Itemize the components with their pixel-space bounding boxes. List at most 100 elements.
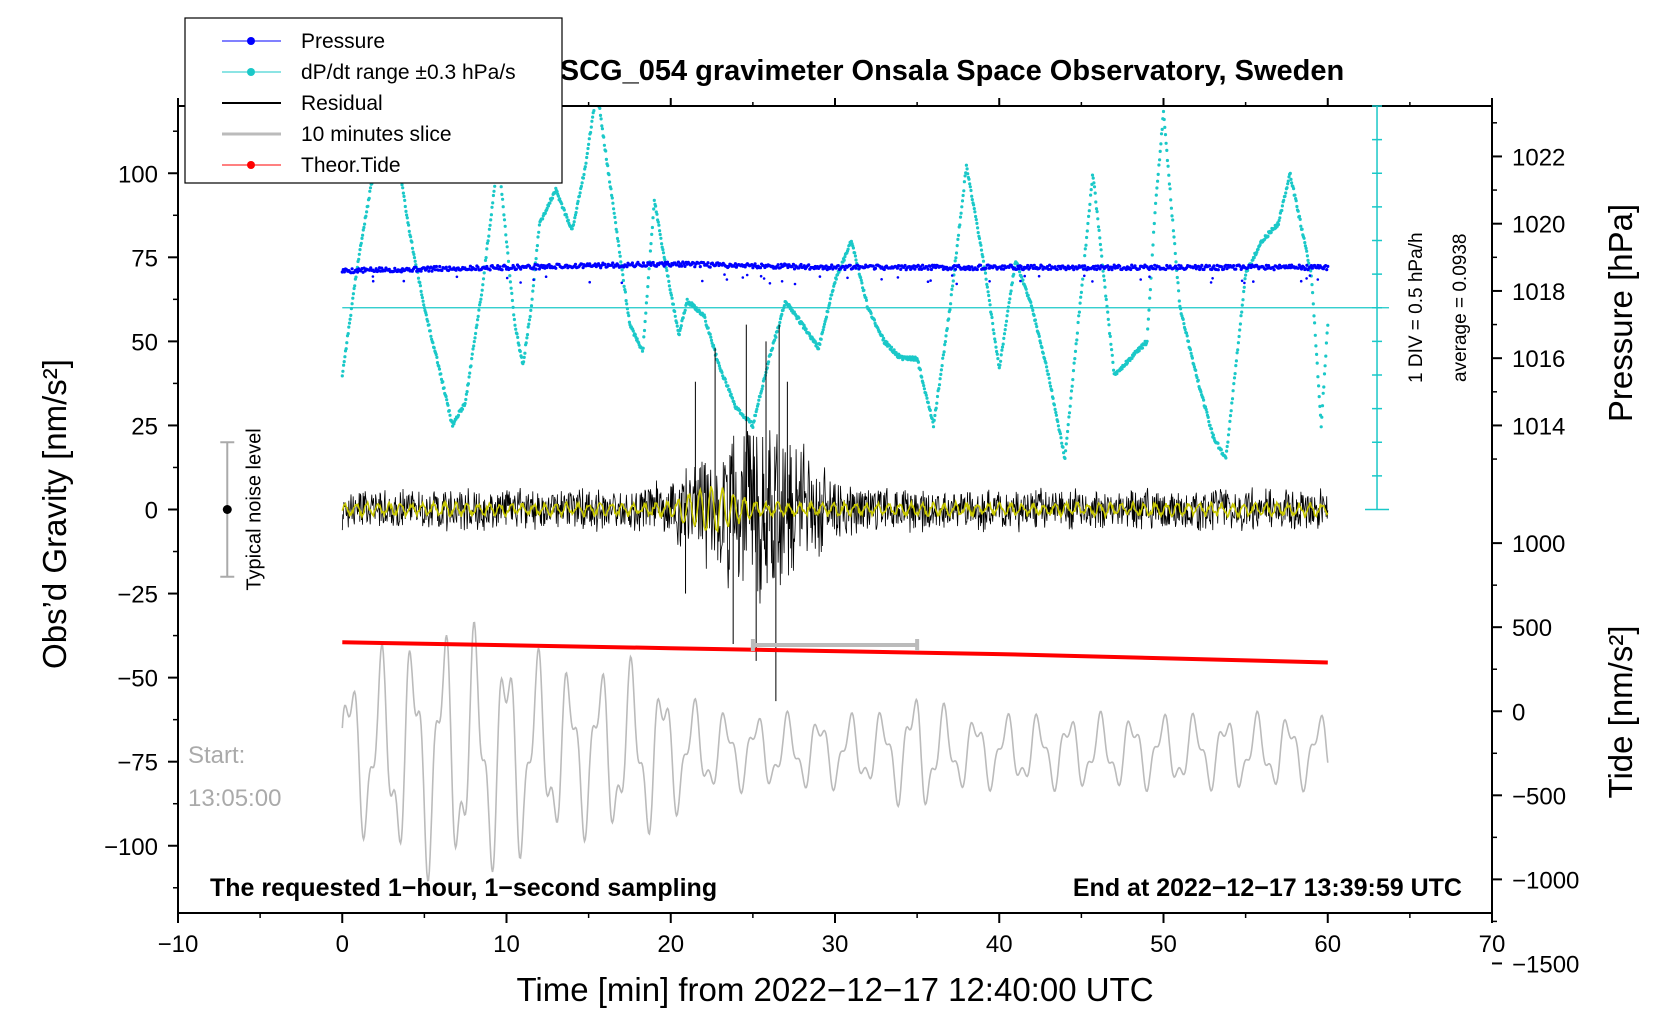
pressure-point: [926, 280, 930, 284]
dpdt-point: [1154, 193, 1158, 197]
dpdt-point: [1313, 321, 1317, 325]
dpdt-point: [774, 335, 778, 339]
dpdt-point: [1089, 193, 1093, 197]
bottom-right-note: End at 2022−12−17 13:39:59 UTC: [1073, 874, 1462, 902]
dpdt-point: [615, 230, 619, 234]
dpdt-point: [1072, 361, 1076, 365]
dpdt-point: [692, 304, 697, 308]
pressure-point: [762, 277, 766, 280]
dpdt-point: [573, 216, 577, 220]
pressure-point: [474, 267, 478, 272]
dpdt-point: [1002, 332, 1007, 336]
dpdt-point: [1242, 285, 1246, 289]
dpdt-point: [948, 308, 952, 312]
dpdt-point: [470, 357, 474, 361]
dpdt-point: [938, 377, 942, 381]
x-tick-label: 50: [1150, 931, 1177, 958]
dpdt-point: [545, 206, 549, 210]
dpdt-point: [931, 425, 936, 429]
dpdt-point: [402, 194, 406, 198]
dpdt-point: [587, 142, 591, 146]
dpdt-point: [1170, 214, 1174, 218]
dpdt-point: [720, 370, 724, 375]
dpdt-point: [579, 184, 584, 188]
dpdt-point: [1104, 297, 1108, 302]
pressure-point: [988, 280, 991, 283]
dpdt-point: [1047, 376, 1051, 380]
pressure-point: [1200, 263, 1204, 267]
dpdt-point: [819, 337, 823, 341]
dpdt-point: [621, 278, 626, 283]
dpdt-point: [1056, 424, 1060, 428]
slice-line: [341, 621, 1329, 882]
pressure-point: [701, 279, 704, 283]
pressure-point: [603, 262, 607, 266]
dpdt-point: [681, 316, 685, 320]
dpdt-point: [503, 224, 507, 228]
dpdt-point: [501, 197, 505, 201]
tide-tick-label: 1000: [1512, 531, 1565, 558]
dpdt-point: [849, 239, 854, 243]
dpdt-point: [1088, 202, 1092, 206]
pressure-point: [498, 265, 502, 269]
tide-tick-label: −1000: [1512, 867, 1579, 894]
dpdt-point: [1294, 199, 1298, 203]
dpdt-point: [1044, 361, 1048, 365]
dpdt-point: [1003, 328, 1007, 332]
dpdt-point: [410, 240, 414, 244]
dpdt-point: [527, 318, 532, 322]
dpdt-point: [933, 413, 937, 418]
dpdt-point: [1282, 198, 1286, 202]
pressure-point: [1219, 265, 1224, 269]
dpdt-point: [924, 393, 928, 397]
dpdt-point: [489, 218, 493, 222]
dpdt-point: [410, 246, 415, 250]
dpdt-point: [778, 320, 782, 325]
dpdt-point: [759, 389, 764, 393]
x-tick-label: −10: [158, 931, 199, 958]
dpdt-point: [1099, 248, 1103, 252]
pressure-point: [1129, 267, 1133, 272]
dpdt-point: [706, 326, 710, 330]
pressure-point: [968, 267, 972, 272]
dpdt-point: [1004, 323, 1008, 327]
dpdt-point: [969, 188, 973, 193]
dpdt-point: [951, 284, 955, 288]
pressure-point: [1002, 267, 1006, 271]
dpdt-point: [1154, 201, 1158, 205]
dpdt-point: [1111, 360, 1115, 364]
dpdt-point: [585, 155, 589, 160]
dpdt-point: [510, 298, 514, 303]
dpdt-point: [642, 328, 647, 333]
pressure-point: [532, 265, 536, 269]
dpdt-point: [1081, 277, 1085, 281]
dpdt-point: [1029, 300, 1033, 304]
dpdt-point: [1305, 249, 1309, 253]
dpdt-point: [416, 276, 421, 280]
dpdt-point: [1286, 182, 1290, 186]
dpdt-point: [660, 245, 664, 249]
dpdt-point: [984, 277, 988, 281]
dpdt-point: [1071, 378, 1075, 382]
dpdt-point: [1236, 348, 1240, 352]
dpdt-point: [1303, 241, 1307, 245]
dpdt-point: [1266, 234, 1270, 238]
dpdt-point: [359, 241, 363, 245]
dpdt-point: [1096, 217, 1100, 221]
dpdt-point: [578, 191, 582, 195]
dpdt-point: [934, 406, 938, 410]
dpdt-point: [477, 308, 481, 312]
dpdt-point: [1159, 132, 1164, 136]
dpdt-scale-label: 1 DIV = 0.5 hPa/h: [1406, 232, 1427, 383]
dpdt-point: [961, 193, 965, 198]
dpdt-point: [1202, 398, 1206, 402]
dpdt-point: [1165, 148, 1169, 152]
dpdt-point: [573, 213, 578, 217]
dpdt-point: [990, 315, 994, 320]
pressure-point: [702, 261, 706, 265]
dpdt-point: [412, 256, 417, 260]
dpdt-point: [502, 218, 507, 222]
dpdt-point: [584, 161, 588, 165]
dpdt-point: [562, 208, 566, 212]
pressure-point: [369, 266, 373, 270]
